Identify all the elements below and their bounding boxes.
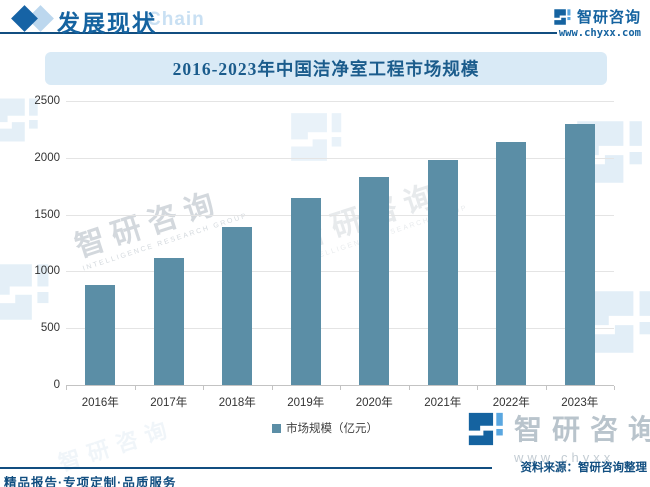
x-axis-tick [66,386,67,390]
section-title: 发展现状 [57,10,157,36]
y-axis-tick-label: 0 [53,379,60,391]
x-axis-category-label: 2022年 [492,397,530,409]
bar-2018年 [222,226,253,385]
bar-2023年 [564,123,595,385]
gridline [66,101,614,102]
bar-2017年 [153,258,184,385]
y-axis-tick-label: 500 [40,322,60,335]
x-axis-category-label: 2018年 [218,397,256,409]
gridline [66,271,614,273]
x-axis-tick [134,386,136,390]
bar-2021年 [427,159,458,385]
legend-label: 市场规模（亿元） [286,423,378,435]
brand-header: 智研咨询 [552,6,641,27]
x-axis-category-label: 2016年 [81,397,119,409]
x-axis-tick [408,386,410,390]
x-axis-tick [545,386,547,390]
x-axis-category-label: 2017年 [150,397,188,409]
x-axis-category-label: 2020年 [355,397,393,409]
x-axis-category-label: 2019年 [287,397,325,409]
x-axis-category-label: 2021年 [424,397,462,409]
header-divider [0,32,557,34]
y-axis-tick-label: 1000 [34,265,60,278]
chart-legend: 市场规模（亿元） [0,420,650,436]
gridline [66,214,614,216]
legend-swatch [272,423,281,433]
y-axis-tick-label: 2000 [34,151,60,164]
brand-url: www.chyxx.com [558,27,641,39]
brand-watermark-bottom: 智研咨询 www.chyxx [464,408,650,465]
section-subtitle: Chain [147,9,205,30]
x-axis-line [66,385,614,386]
brand-watermark-name: 智研咨询 [514,414,650,445]
x-axis-category-label: 2023年 [561,397,599,409]
y-axis-tick-label: 1500 [34,208,60,221]
chart-title: 2016-2023年中国洁净室工程市场规模 [172,59,480,79]
chart-title-band: 2016-2023年中国洁净室工程市场规模 [45,52,607,85]
x-axis-tick [614,386,615,390]
bar-2020年 [359,177,390,385]
bar-2016年 [85,285,116,385]
x-axis-tick [271,386,273,390]
footer-tagline: 精品报告·专项定制·品质服务 [4,476,177,487]
footer-divider [0,467,492,469]
zhiyan-logo-icon [552,7,572,27]
gridline [66,328,614,330]
y-axis-tick-label: 2500 [34,95,60,107]
brand-name: 智研咨询 [576,9,641,26]
x-axis-tick [340,386,341,390]
bar-2022年 [496,141,527,385]
gridline [66,157,614,159]
x-axis-tick [477,386,478,390]
brand-watermark-url: www.chyxx [514,450,615,465]
bar-2019年 [290,197,321,385]
data-source-note: 资料来源：智研咨询整理 [520,462,648,474]
x-axis-tick [203,386,204,390]
